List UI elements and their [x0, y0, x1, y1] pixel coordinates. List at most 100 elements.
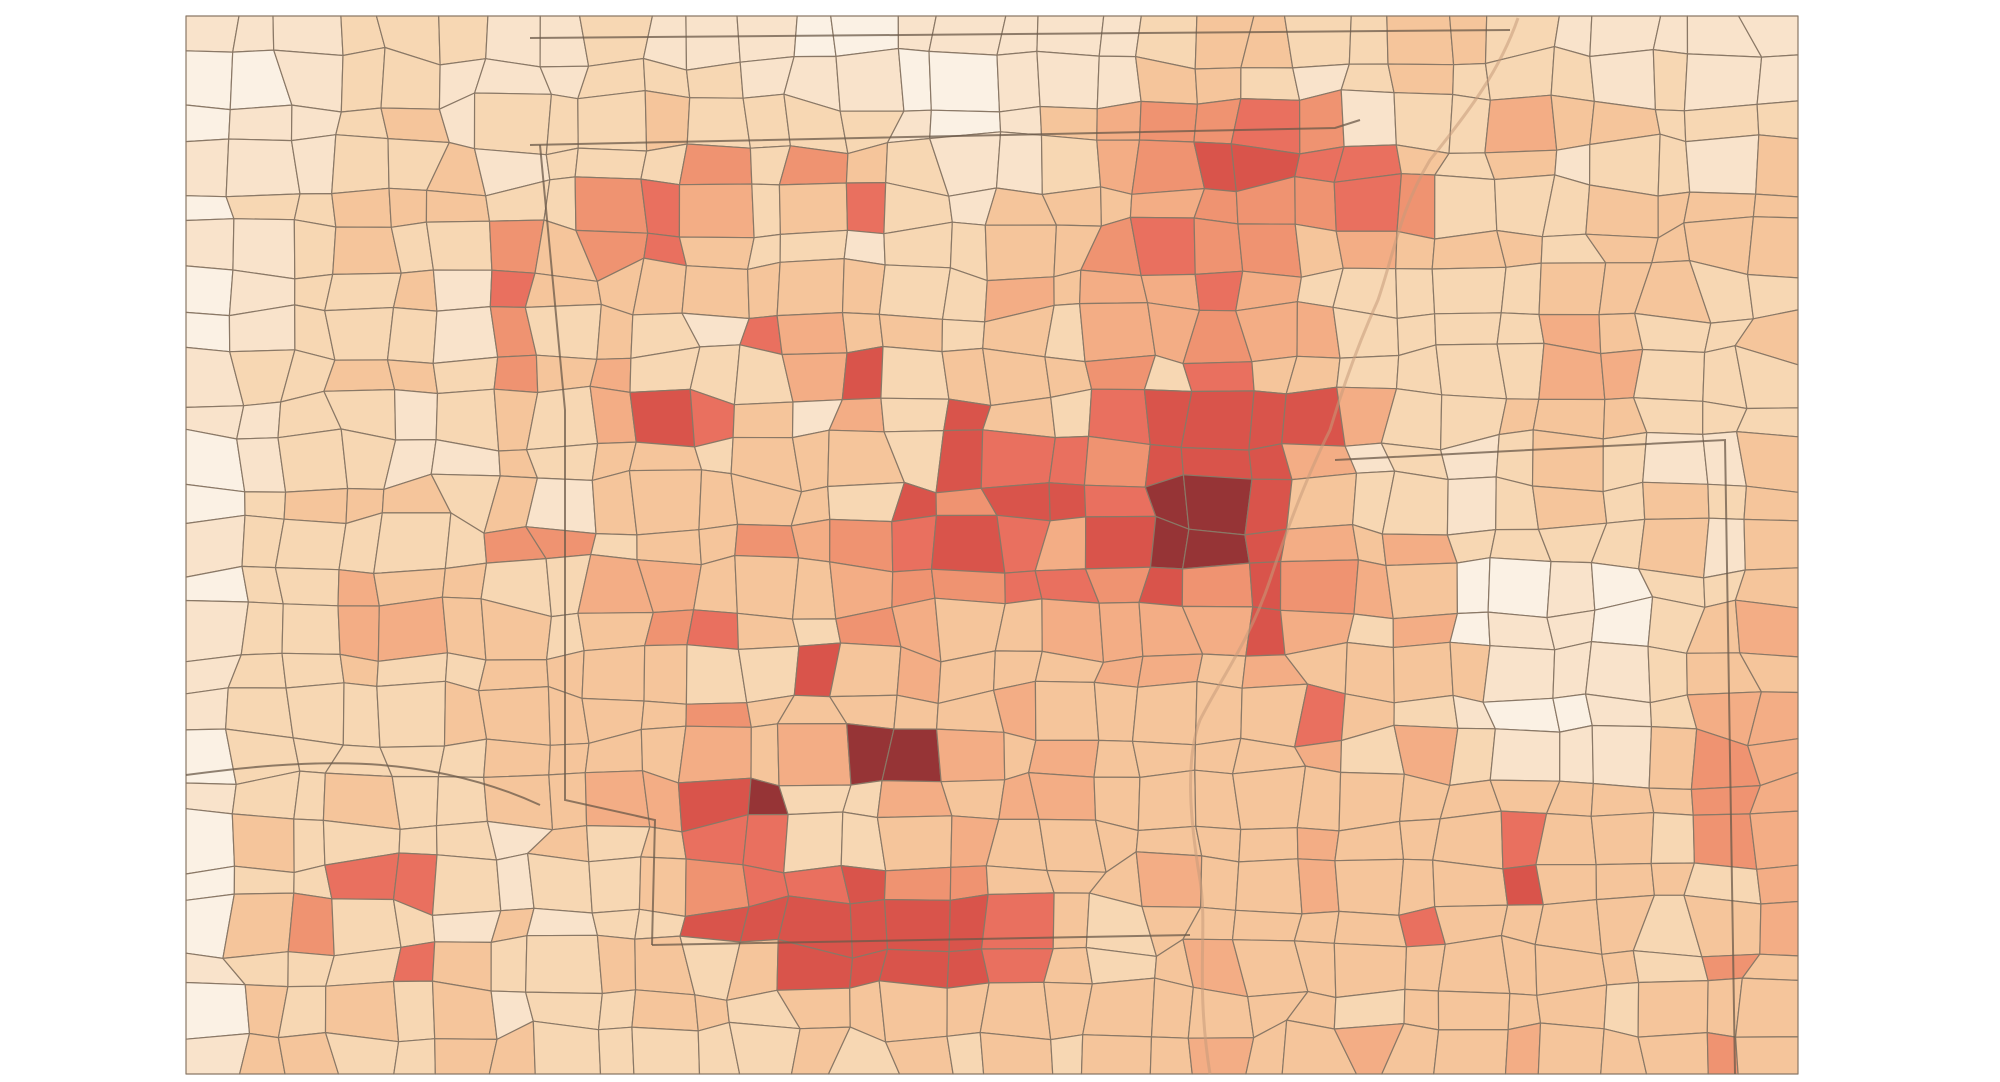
- county-region[interactable]: [630, 389, 695, 447]
- county-region[interactable]: [842, 347, 883, 400]
- county-region[interactable]: [326, 982, 399, 1042]
- county-region[interactable]: [435, 1039, 497, 1074]
- county-region[interactable]: [1447, 477, 1496, 535]
- county-region[interactable]: [1099, 602, 1143, 662]
- county-region[interactable]: [599, 990, 636, 1030]
- county-region[interactable]: [1735, 600, 1798, 657]
- county-region[interactable]: [575, 177, 648, 233]
- county-region[interactable]: [1094, 682, 1137, 741]
- county-region[interactable]: [226, 194, 300, 220]
- county-region[interactable]: [494, 355, 538, 392]
- county-region[interactable]: [877, 781, 952, 818]
- county-region[interactable]: [284, 489, 348, 524]
- county-region[interactable]: [1132, 140, 1205, 194]
- county-region[interactable]: [1080, 270, 1148, 304]
- county-region[interactable]: [590, 386, 636, 443]
- county-region[interactable]: [985, 225, 1056, 281]
- county-region[interactable]: [439, 16, 488, 65]
- county-region[interactable]: [777, 259, 844, 316]
- county-region[interactable]: [1183, 362, 1254, 392]
- county-region[interactable]: [644, 645, 687, 705]
- county-region[interactable]: [1753, 194, 1798, 218]
- county-region[interactable]: [341, 48, 385, 113]
- county-region[interactable]: [233, 219, 295, 279]
- county-region[interactable]: [632, 990, 698, 1031]
- county-region[interactable]: [1693, 814, 1757, 869]
- county-region[interactable]: [1181, 448, 1252, 480]
- county-region[interactable]: [374, 513, 451, 574]
- county-region[interactable]: [388, 308, 437, 364]
- county-region[interactable]: [525, 304, 601, 359]
- county-region[interactable]: [686, 703, 751, 728]
- county-region[interactable]: [1097, 56, 1141, 109]
- county-region[interactable]: [233, 16, 274, 52]
- county-region[interactable]: [682, 266, 749, 319]
- county-region[interactable]: [1432, 267, 1506, 314]
- county-region[interactable]: [1404, 989, 1439, 1030]
- county-region[interactable]: [528, 853, 593, 913]
- county-region[interactable]: [629, 470, 701, 535]
- county-region[interactable]: [1083, 978, 1155, 1037]
- county-region[interactable]: [332, 899, 401, 956]
- county-region[interactable]: [186, 983, 250, 1040]
- county-region[interactable]: [1054, 270, 1081, 305]
- county-region[interactable]: [1183, 475, 1252, 535]
- county-region[interactable]: [947, 1033, 984, 1075]
- county-region[interactable]: [641, 701, 686, 730]
- county-region[interactable]: [828, 483, 905, 522]
- county-region[interactable]: [1097, 101, 1141, 140]
- county-region[interactable]: [879, 314, 942, 351]
- county-region[interactable]: [982, 893, 1055, 949]
- county-region[interactable]: [338, 570, 379, 606]
- county-region[interactable]: [381, 108, 449, 143]
- county-region[interactable]: [1049, 483, 1086, 521]
- county-region[interactable]: [1638, 981, 1708, 1038]
- county-region[interactable]: [186, 1034, 250, 1075]
- county-region[interactable]: [641, 179, 680, 237]
- county-region[interactable]: [587, 826, 650, 862]
- county-region[interactable]: [1345, 643, 1394, 703]
- county-region[interactable]: [1638, 1033, 1708, 1074]
- county-region[interactable]: [733, 402, 793, 438]
- county-region[interactable]: [1435, 313, 1502, 345]
- county-region[interactable]: [1341, 64, 1394, 93]
- county-region[interactable]: [582, 646, 645, 701]
- county-region[interactable]: [997, 132, 1043, 195]
- county-region[interactable]: [1136, 852, 1202, 908]
- county-region[interactable]: [1037, 16, 1104, 56]
- county-region[interactable]: [980, 982, 1050, 1039]
- county-region[interactable]: [743, 815, 788, 873]
- county-region[interactable]: [186, 809, 235, 874]
- county-region[interactable]: [1297, 828, 1339, 861]
- county-region[interactable]: [1084, 485, 1155, 517]
- county-region[interactable]: [1040, 107, 1097, 141]
- county-region[interactable]: [1140, 101, 1198, 142]
- county-region[interactable]: [686, 645, 746, 705]
- county-region[interactable]: [442, 597, 486, 660]
- county-region[interactable]: [273, 16, 343, 56]
- county-region[interactable]: [980, 1033, 1052, 1075]
- county-region[interactable]: [186, 16, 239, 52]
- county-region[interactable]: [324, 360, 395, 391]
- county-region[interactable]: [1051, 1035, 1083, 1074]
- county-region[interactable]: [1086, 516, 1156, 569]
- county-region[interactable]: [777, 313, 847, 355]
- county-region[interactable]: [433, 911, 501, 943]
- county-region[interactable]: [1737, 432, 1798, 493]
- county-region[interactable]: [1236, 859, 1302, 914]
- county-region[interactable]: [343, 683, 380, 748]
- county-region[interactable]: [186, 105, 230, 142]
- county-region[interactable]: [982, 949, 1054, 983]
- county-region[interactable]: [1298, 859, 1339, 914]
- county-region[interactable]: [1130, 217, 1195, 275]
- county-region[interactable]: [1604, 983, 1639, 1038]
- county-region[interactable]: [241, 602, 283, 655]
- county-region[interactable]: [1547, 562, 1595, 618]
- county-region[interactable]: [286, 683, 344, 745]
- county-region[interactable]: [679, 237, 754, 269]
- county-region[interactable]: [779, 785, 851, 815]
- county-region[interactable]: [325, 308, 394, 361]
- county-region[interactable]: [589, 857, 641, 913]
- county-region[interactable]: [637, 530, 701, 565]
